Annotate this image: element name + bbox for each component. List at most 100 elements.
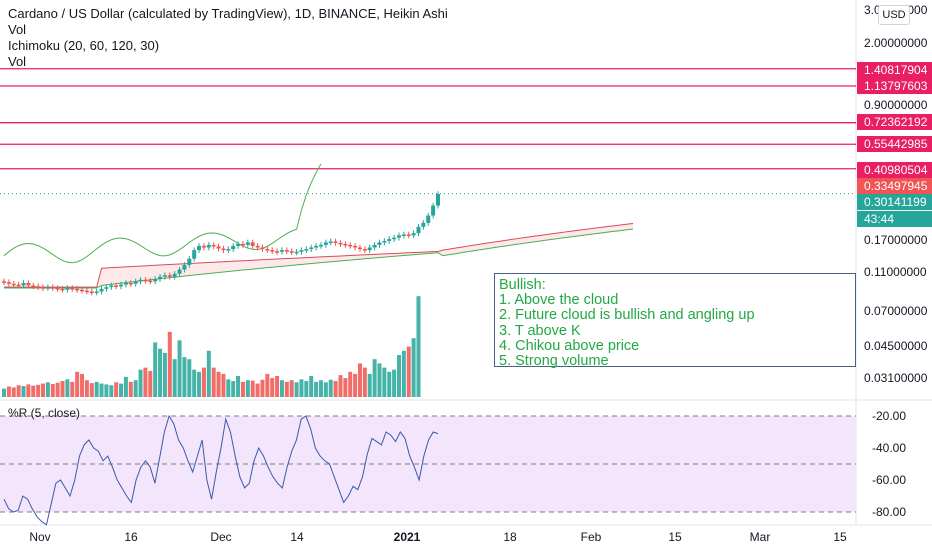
- volume-bar: [236, 376, 241, 397]
- volume-bar: [26, 384, 31, 397]
- volume-bar: [338, 375, 343, 397]
- volume-bar: [94, 381, 99, 397]
- volume-bar: [279, 380, 284, 397]
- volume-bar: [387, 371, 392, 397]
- volume-bar: [284, 381, 289, 397]
- symbol-title[interactable]: Cardano / US Dollar (calculated by Tradi…: [8, 6, 448, 21]
- candle-body: [436, 193, 440, 206]
- candle-body: [123, 282, 128, 285]
- volume-bar: [114, 382, 119, 397]
- volume-bar: [304, 381, 309, 397]
- candle-body: [55, 287, 60, 290]
- currency-button[interactable]: USD: [878, 5, 910, 25]
- volume-bar: [123, 376, 128, 397]
- candle-body: [2, 281, 6, 283]
- bullish-note[interactable]: Bullish: 1. Above the cloud 2. Future cl…: [494, 273, 856, 369]
- price-label-box: [857, 62, 932, 78]
- ichimoku-cloud: [4, 223, 634, 288]
- candle-body: [396, 235, 401, 238]
- price-tick-label: 0.04500000: [864, 339, 928, 353]
- chikou-span: [3, 163, 322, 264]
- volume-bar: [211, 367, 216, 397]
- legend-volume-2[interactable]: Vol: [8, 54, 27, 69]
- candle-body: [167, 275, 172, 277]
- volume-bar: [50, 383, 55, 397]
- candle-body: [240, 243, 245, 246]
- wr-tick-label: -80.00: [872, 505, 906, 519]
- volume-bar: [348, 371, 353, 397]
- time-tick-label: 15: [668, 530, 682, 544]
- candle-body: [353, 245, 358, 248]
- wr-tick-label: -60.00: [872, 473, 906, 487]
- volume-bar: [206, 350, 211, 397]
- candle-body: [197, 245, 202, 251]
- volume-bar: [201, 367, 206, 397]
- candle-body: [119, 284, 124, 287]
- volume-bar: [6, 386, 11, 397]
- candle-body: [279, 250, 284, 252]
- candle-body: [299, 250, 304, 252]
- candle-body: [45, 287, 50, 289]
- price-label-text: 0.72362192: [864, 115, 928, 129]
- volume-bar: [84, 380, 89, 397]
- volume-bar: [416, 296, 421, 397]
- candle-body: [401, 234, 406, 236]
- volume-bar: [60, 381, 65, 397]
- candle-body: [333, 241, 338, 243]
- price-tick-label: 0.07000000: [864, 304, 928, 318]
- time-tick-label: 14: [290, 530, 304, 544]
- price-tick-label: 0.17000000: [864, 233, 928, 247]
- candle-body: [255, 245, 260, 248]
- note-item: 3. T above K: [499, 322, 581, 339]
- volume-bar: [226, 379, 231, 397]
- candle-body: [294, 251, 299, 254]
- candle-body: [182, 264, 187, 270]
- volume-bar: [406, 346, 411, 397]
- candle-body: [387, 239, 392, 241]
- candle-body: [104, 287, 109, 289]
- candle-body: [289, 251, 294, 253]
- volume-bar: [31, 385, 36, 397]
- price-tick-label: 2.00000000: [864, 36, 928, 50]
- price-label-text: 0.30141199: [864, 195, 927, 209]
- candle-body: [328, 241, 333, 243]
- candle-body: [421, 222, 426, 227]
- volume-bar: [21, 386, 26, 397]
- candle-body: [84, 290, 89, 293]
- candle-body: [89, 291, 94, 294]
- candle-body: [26, 282, 31, 286]
- volume-bar: [55, 382, 60, 397]
- volume-bar: [177, 340, 182, 397]
- candle-body: [426, 215, 431, 223]
- volume-bar: [153, 342, 158, 397]
- candle-body: [109, 285, 114, 288]
- volume-bar: [318, 380, 323, 397]
- volume-bar: [11, 387, 16, 397]
- note-item: 2. Future cloud is bullish and angling u…: [499, 307, 755, 324]
- legend-ichimoku[interactable]: Ichimoku (20, 60, 120, 30): [8, 38, 160, 53]
- candle-body: [70, 287, 75, 290]
- volume-bar: [80, 373, 85, 397]
- volume-bar: [275, 376, 280, 397]
- candle-body: [41, 287, 46, 289]
- williams-r-label[interactable]: %R (5, close): [8, 406, 81, 420]
- volume-bar: [255, 383, 260, 397]
- note-title: Bullish:: [499, 277, 546, 293]
- candle-body: [377, 242, 382, 245]
- volume-bar: [172, 359, 177, 397]
- volume-bar: [357, 363, 362, 397]
- volume-bar: [2, 388, 6, 397]
- candle-body: [143, 279, 148, 282]
- time-tick-label: Feb: [581, 530, 602, 544]
- candle-body: [362, 249, 367, 251]
- candle-body: [206, 244, 211, 248]
- candle-body: [323, 242, 328, 245]
- volume-bar: [245, 380, 250, 397]
- volume-bar: [128, 381, 133, 397]
- price-tick-label: 0.11000000: [864, 265, 927, 279]
- candle-body: [367, 247, 372, 251]
- candle-body: [226, 249, 231, 251]
- candle-body: [114, 285, 119, 287]
- price-label-box: [857, 114, 932, 130]
- legend-volume[interactable]: Vol: [8, 22, 27, 37]
